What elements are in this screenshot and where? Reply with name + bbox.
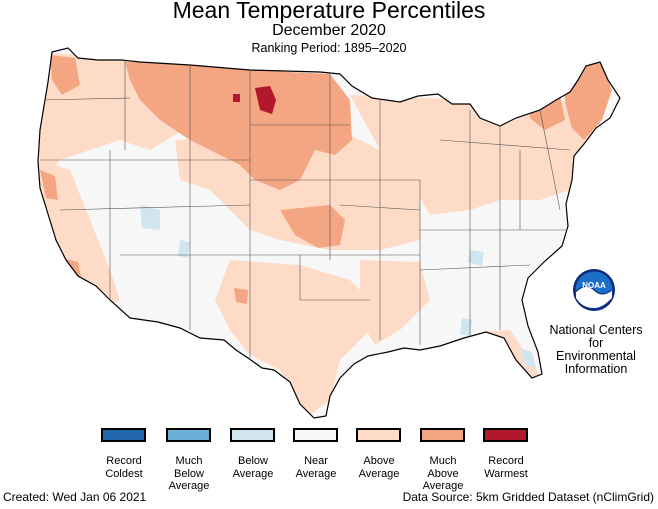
legend-label-much-below-average: Much Below Average [168, 455, 210, 492]
above-average-southwest [215, 260, 370, 415]
above-average-midwest [350, 95, 600, 215]
much-above-average-north [125, 62, 352, 190]
legend-swatch-above-average [356, 428, 401, 442]
ranking-period: Ranking Period: 1895–2020 [251, 41, 407, 55]
agency-name: National Centers for Environmental Infor… [545, 324, 647, 376]
much-above-average-nm [234, 288, 248, 304]
created-date: Created: Wed Jan 06 2021 [3, 490, 147, 504]
data-source: Data Source: 5km Gridded Dataset (nClimG… [402, 490, 654, 504]
agency-name-line: Information [564, 362, 628, 376]
noaa-logo-text: NOAA [582, 281, 606, 290]
noaa-logo: NOAA [573, 269, 615, 311]
legend-swatch-below-average [230, 428, 275, 442]
below-average-fl [520, 348, 536, 368]
below-average-va [468, 250, 484, 266]
map-subtitle: December 2020 [272, 22, 386, 39]
much-above-average-pacific-nw [50, 55, 80, 95]
map-title: Mean Temperature Percentiles [172, 0, 486, 23]
above-average-southern-plains [360, 260, 430, 345]
legend-swatch-record-warmest [483, 428, 528, 442]
agency-name-line: National Centers for [549, 323, 643, 350]
record-warmest-dakotas [255, 86, 276, 114]
below-average-al [460, 318, 472, 336]
legend-label-near-average: Near Average [295, 455, 337, 480]
record-warmest-montana [233, 94, 240, 102]
above-average-california [38, 160, 120, 305]
legend-swatch-record-coldest [101, 428, 146, 442]
much-above-average-california [40, 170, 58, 200]
legend-label-much-above-average: Much Above Average [422, 455, 464, 492]
map-fill-layer [37, 47, 621, 419]
legend-label-record-coldest: Record Coldest [105, 455, 143, 480]
legend-label-above-average: Above Average [358, 455, 400, 480]
legend-label-record-warmest: Record Warmest [484, 455, 528, 480]
agency-name-line: Environmental [556, 349, 636, 363]
us-outline [37, 47, 621, 419]
state-boundaries [39, 60, 571, 380]
much-above-average-central [280, 205, 345, 248]
below-average-nm [178, 240, 190, 258]
legend-label-below-average: Below Average [232, 455, 274, 480]
legend-swatch-near-average [293, 428, 338, 442]
legend-swatch-much-below-average [166, 428, 211, 442]
below-average-az [140, 205, 160, 230]
legend-swatch-much-above-average [420, 428, 465, 442]
